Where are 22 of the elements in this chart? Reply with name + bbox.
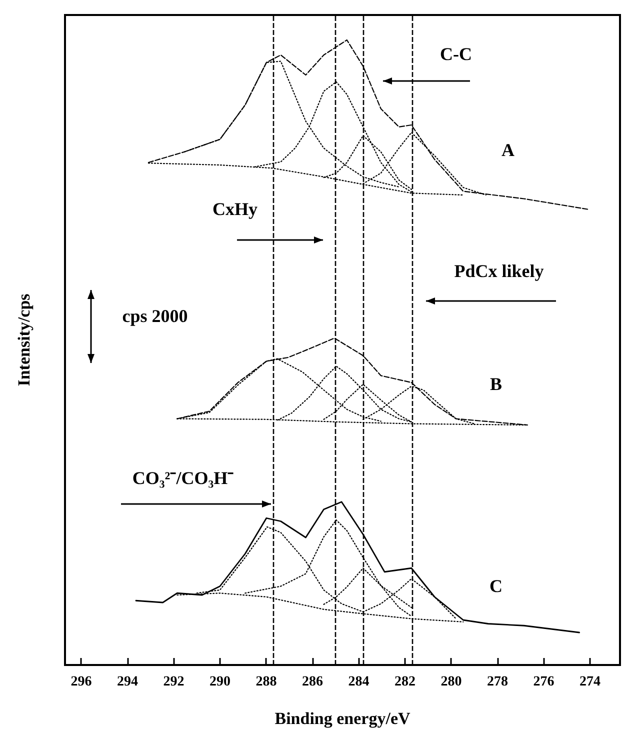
- annotation: PdCx likely: [454, 261, 544, 281]
- annotation: cps 2000: [122, 306, 188, 326]
- x-tick-label: 288: [256, 674, 277, 690]
- x-tick-label: 280: [440, 674, 462, 690]
- annotation: B: [490, 374, 502, 394]
- x-tick-label: 284: [348, 674, 370, 690]
- x-tick-label: 294: [116, 674, 138, 690]
- annotation: CxHy: [212, 199, 258, 219]
- annotation: CO₃²⁻/CO₃H⁻: [132, 468, 234, 488]
- x-tick-label: 296: [70, 674, 92, 690]
- x-tick-label: 274: [579, 674, 600, 690]
- x-tick-label: 290: [209, 674, 230, 690]
- x-tick-label: 286: [302, 674, 323, 690]
- x-axis-title: Binding energy/eV: [274, 709, 411, 728]
- x-tick-label: 278: [486, 674, 508, 690]
- annotation: C: [490, 576, 502, 596]
- x-tick-label: 276: [533, 674, 554, 690]
- x-tick-label: 292: [163, 674, 184, 690]
- annotation: A: [502, 140, 514, 160]
- x-tick-label: 282: [394, 674, 416, 690]
- y-axis-title: Intensity/cps: [14, 293, 34, 386]
- annotation: C-C: [440, 44, 472, 64]
